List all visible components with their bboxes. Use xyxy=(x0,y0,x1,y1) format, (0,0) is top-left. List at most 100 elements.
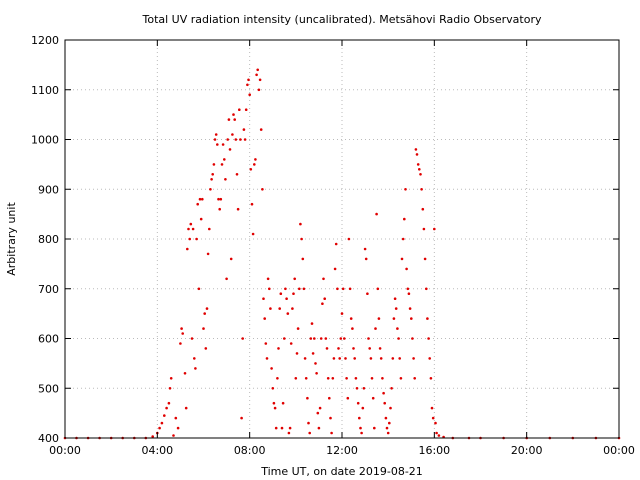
data-point xyxy=(194,367,197,370)
data-point xyxy=(201,197,204,201)
data-point xyxy=(391,357,395,360)
data-point xyxy=(337,347,340,350)
data-point xyxy=(411,337,414,340)
data-point xyxy=(197,287,201,291)
data-point xyxy=(300,237,303,241)
data-point xyxy=(384,416,388,420)
data-point xyxy=(279,292,283,296)
x-tick-label: 16:00 xyxy=(418,444,450,457)
data-point xyxy=(385,426,389,430)
data-point xyxy=(339,337,343,340)
data-point xyxy=(263,317,267,320)
data-point xyxy=(259,128,263,131)
data-point xyxy=(196,202,199,206)
data-point xyxy=(250,202,254,206)
data-point xyxy=(160,421,164,425)
data-point xyxy=(294,377,298,380)
data-point xyxy=(278,307,282,310)
data-point xyxy=(308,431,312,435)
data-point xyxy=(404,188,407,191)
data-point xyxy=(408,307,412,310)
data-point xyxy=(281,401,285,405)
data-point xyxy=(186,247,189,251)
x-tick-label: 20:00 xyxy=(511,444,543,457)
data-point xyxy=(205,307,209,310)
data-point xyxy=(214,133,218,136)
data-point xyxy=(254,158,257,161)
data-point xyxy=(307,421,310,425)
data-point xyxy=(303,357,307,360)
data-point xyxy=(356,401,360,405)
data-point xyxy=(199,217,203,221)
data-point xyxy=(370,377,374,380)
data-point xyxy=(315,372,318,375)
data-point xyxy=(397,337,400,340)
data-point xyxy=(264,342,268,345)
x-axis-label: Time UT, on date 2019-08-21 xyxy=(260,465,423,478)
data-point xyxy=(368,347,372,350)
data-point xyxy=(190,337,194,340)
data-point xyxy=(367,337,370,340)
data-point xyxy=(246,83,249,87)
data-point xyxy=(202,327,205,330)
data-point xyxy=(416,163,420,166)
data-point xyxy=(394,307,398,310)
data-point xyxy=(163,414,166,417)
data-point xyxy=(325,347,329,350)
data-point xyxy=(217,197,220,201)
data-point xyxy=(414,148,418,151)
data-point xyxy=(211,173,214,176)
data-point xyxy=(352,347,355,350)
data-point xyxy=(225,277,228,281)
data-point xyxy=(234,138,238,141)
data-point xyxy=(389,406,392,410)
data-point xyxy=(314,362,317,365)
chart-title: Total UV radiation intensity (uncalibrat… xyxy=(142,13,542,26)
data-point xyxy=(221,143,225,146)
data-point xyxy=(361,406,365,410)
data-point xyxy=(360,431,363,435)
data-point xyxy=(318,406,322,410)
data-point xyxy=(232,113,235,116)
data-point xyxy=(243,138,247,141)
data-point xyxy=(184,406,188,410)
data-point xyxy=(210,178,213,181)
data-point xyxy=(189,222,193,226)
data-point xyxy=(224,178,227,181)
data-point xyxy=(176,426,180,430)
data-point xyxy=(231,133,234,136)
data-point xyxy=(322,277,325,281)
data-point xyxy=(377,317,381,320)
y-tick-label: 400 xyxy=(38,432,59,445)
data-point xyxy=(437,434,441,437)
data-point xyxy=(362,387,366,390)
data-point xyxy=(168,387,172,390)
data-point xyxy=(351,327,354,330)
data-point xyxy=(181,332,184,335)
data-point xyxy=(427,337,430,340)
data-point xyxy=(283,337,286,340)
data-point xyxy=(274,426,278,430)
data-point xyxy=(378,347,382,350)
data-point xyxy=(247,78,250,82)
y-tick-label: 700 xyxy=(38,283,59,296)
data-point xyxy=(401,237,405,241)
data-point xyxy=(313,337,316,340)
data-point xyxy=(302,287,306,291)
data-point xyxy=(219,197,223,201)
x-tick-label: 08:00 xyxy=(234,444,266,457)
data-point xyxy=(349,317,353,320)
data-point xyxy=(321,302,324,306)
data-point xyxy=(257,88,261,92)
data-point xyxy=(422,227,426,231)
data-point xyxy=(323,297,327,301)
data-point xyxy=(241,337,244,340)
data-point xyxy=(363,247,367,251)
data-point xyxy=(390,387,393,390)
data-point xyxy=(195,237,198,241)
data-point xyxy=(382,391,385,395)
data-point xyxy=(169,377,173,380)
data-point xyxy=(388,421,391,425)
